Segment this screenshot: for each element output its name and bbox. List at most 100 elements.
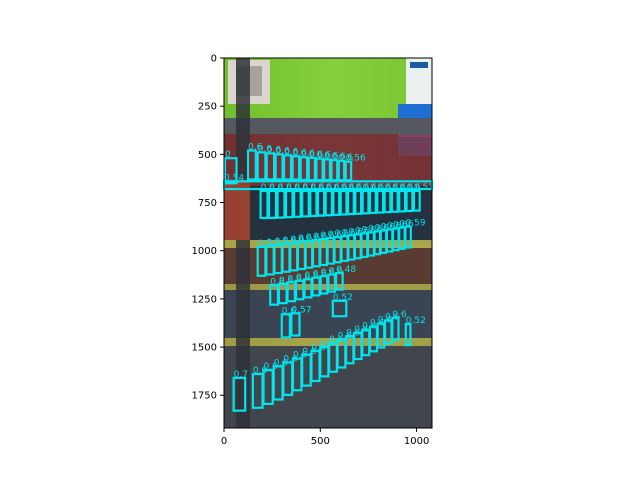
detection-score-label: 0.6: [321, 268, 336, 278]
detection-score-label: 0.6: [354, 325, 369, 335]
detection-score-label: 0.6: [306, 233, 321, 243]
detection-score-label: 0.6: [274, 358, 289, 368]
detection-score-label: 0.6: [320, 231, 335, 241]
detection-box: [307, 156, 317, 182]
detection-box: [232, 376, 247, 412]
detection-score-label: 0.6: [290, 235, 305, 245]
detection-box: [324, 189, 333, 217]
detection-box: [274, 153, 284, 181]
detection-score-label: 0.6: [407, 183, 422, 193]
detection-score-label: 0.6: [381, 222, 396, 232]
detection-score-label: 0.52: [333, 293, 353, 303]
detection-score-label: 0.6: [253, 366, 268, 376]
detection-box: [334, 271, 344, 291]
axes-frame: [223, 57, 433, 429]
detection-score-label: 0.6: [293, 351, 308, 361]
detection-score-label: 0.6: [399, 220, 414, 230]
detection-box: [327, 273, 337, 293]
detection-score-label: 0.6: [341, 183, 356, 193]
detection-box: [265, 152, 276, 181]
detection-box: [309, 189, 318, 218]
detection-score-label: 0.6: [258, 144, 273, 154]
y-tick-label: 1250: [192, 294, 217, 305]
detection-score-label: 0.6: [328, 230, 343, 240]
detection-score-label: 0.6: [348, 183, 363, 193]
detection-score-label: 0.6: [274, 237, 289, 247]
detection-box: [391, 316, 400, 342]
detection-score-label: 0.6: [385, 183, 400, 193]
detection-score-label: 0.6: [328, 267, 343, 277]
detection-score-label: 0.6: [348, 227, 363, 237]
detection-score-label: 0.6: [283, 236, 298, 246]
detection-box: [368, 189, 377, 215]
detection-score-label: 0.6: [393, 221, 408, 231]
y-tick-label: 500: [198, 150, 217, 161]
x-tick-label: 0: [221, 436, 227, 447]
detection-score-label: 0.6: [335, 229, 350, 239]
detection-score-label: 0.6: [346, 328, 361, 338]
detection-box: [259, 189, 269, 220]
detection-score-label: 0.6: [284, 147, 299, 157]
detection-score-label: 0.56: [346, 154, 366, 164]
detection-score-label: 0.6: [392, 310, 407, 320]
detection-box: [246, 149, 257, 181]
detection-box: [412, 189, 421, 212]
detection-score-label: 0.6: [316, 151, 331, 161]
detection-score-label: 0.6: [294, 183, 309, 193]
detection-box: [223, 157, 238, 185]
detection-score-label: 0.6: [318, 183, 333, 193]
detection-score-label: 0.6: [378, 316, 393, 326]
detection-score-label: 0.6: [377, 183, 392, 193]
detection-box: [301, 189, 310, 218]
detection-score-label: 0.6: [392, 183, 407, 193]
detection-score-label: 0.6: [329, 335, 344, 345]
detection-score-label: 0.6: [375, 223, 390, 233]
detection-box: [346, 189, 355, 216]
detection-box: [276, 189, 286, 219]
detection-score-label: 0.6: [370, 183, 385, 193]
detection-box: [344, 160, 353, 182]
detection-box: [294, 279, 305, 301]
detection-score-label: 0.6: [301, 149, 316, 159]
y-tick-label: 250: [198, 102, 217, 113]
detection-box: [323, 158, 332, 182]
y-axis: 0 250 500 750 1000 1250 1500 1750: [192, 54, 224, 402]
detection-score-label: 0.6: [331, 152, 346, 162]
detection-score-label: 0.6: [279, 276, 294, 286]
detection-score-label: 0.6: [341, 228, 356, 238]
detection-score-label: 0.6: [266, 238, 281, 248]
detection-box: [398, 189, 407, 213]
detection-score-label: 0.6: [261, 183, 276, 193]
detection-score-label: 0.6: [370, 319, 385, 329]
detection-box: [291, 155, 301, 181]
detection-score-label: 0.54: [224, 173, 244, 183]
detection-box: [354, 189, 363, 215]
detection-score-label: 0.6: [302, 183, 317, 193]
detection-box: [361, 189, 370, 215]
detection-score-label: 0.6: [258, 239, 273, 249]
x-tick-label: 500: [311, 436, 330, 447]
detection-score-label: 0.6: [333, 183, 348, 193]
detection-box: [267, 189, 278, 220]
detection-labels: 00.60.60.60.60.60.60.60.60.60.60.60.60.5…: [224, 143, 434, 380]
detection-score-label: 0.6: [276, 146, 291, 156]
detection-score-label: 0.6: [298, 234, 313, 244]
detection-score-label: 0.6: [326, 183, 341, 193]
detection-score-label: 0.6: [313, 232, 328, 242]
detection-box: [303, 278, 313, 299]
x-tick-label: 1000: [404, 436, 429, 447]
detection-box: [311, 276, 321, 297]
detection-score-label: 0.53: [414, 183, 434, 193]
detection-score-label: 0.6: [263, 362, 278, 372]
detection-score-label: 0.6: [311, 343, 326, 353]
detection-score-label: 0.6: [278, 183, 293, 193]
detection-box: [319, 275, 329, 295]
detection-box: [339, 189, 348, 216]
detection-box: [282, 154, 293, 181]
detection-score-label: 0: [225, 150, 231, 160]
detection-score-label: 0.6: [399, 183, 414, 193]
detection-score-label: 0.6: [305, 271, 320, 281]
detection-score-label: 0.6: [282, 306, 297, 316]
detection-score-label: 0.6: [320, 339, 335, 349]
